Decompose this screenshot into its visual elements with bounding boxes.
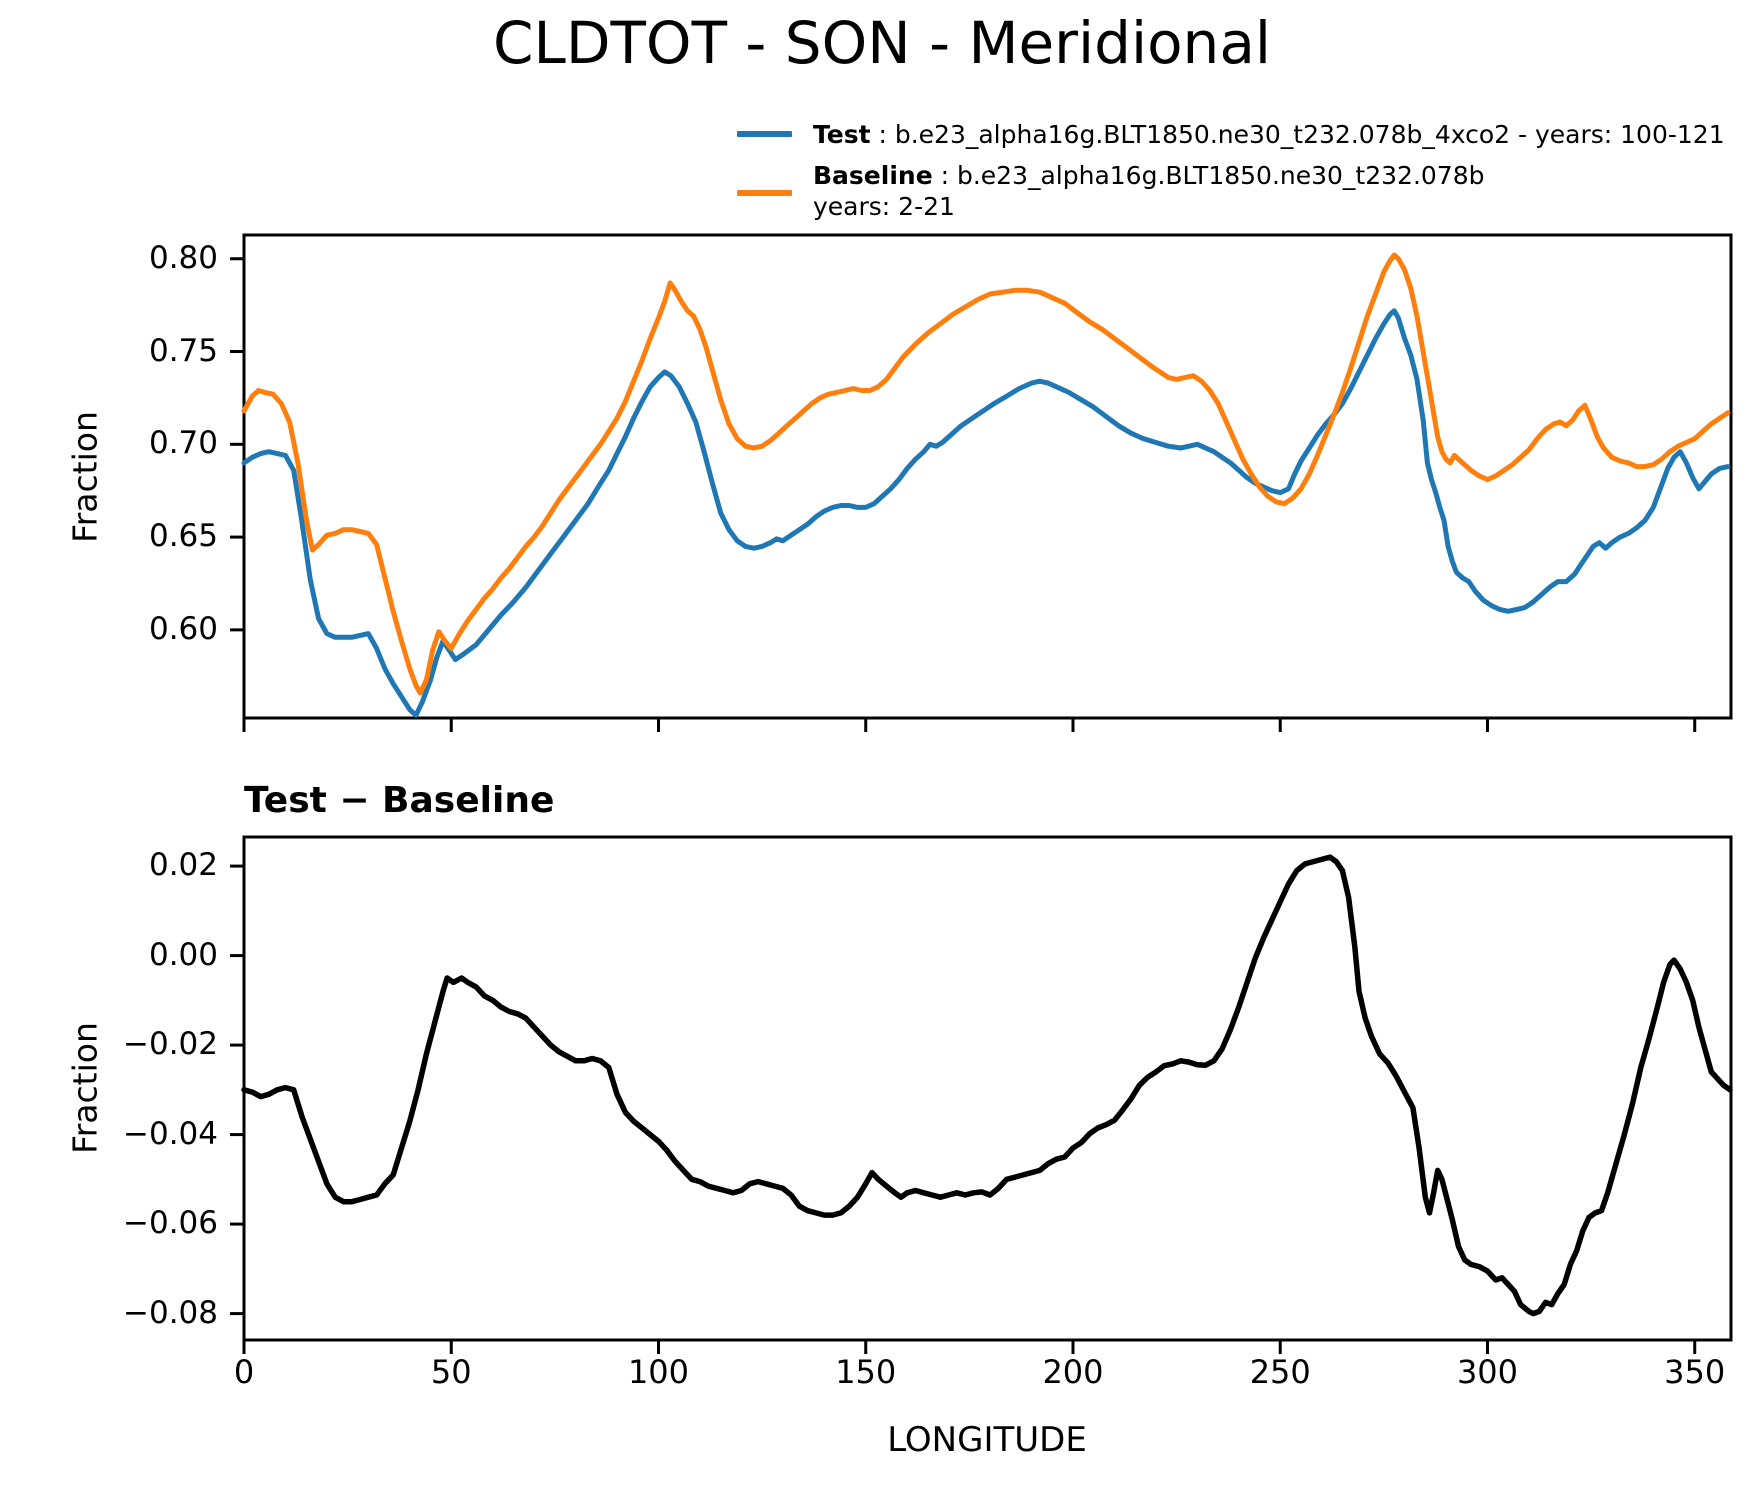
- x-tick-label: 300: [1456, 1353, 1519, 1391]
- y-tick-label: −0.02: [123, 1026, 218, 1063]
- legend-entry-test: Test : b.e23_alpha16g.BLT1850.ne30_t232.…: [813, 119, 1725, 150]
- y-tick-label: −0.08: [123, 1294, 218, 1331]
- legend-entry-baseline: Baseline : b.e23_alpha16g.BLT1850.ne30_t…: [813, 160, 1484, 222]
- y-tick-label: 0.80: [148, 239, 218, 276]
- y-tick-label: −0.06: [123, 1205, 218, 1242]
- legend-baseline-label: Baseline: [813, 161, 933, 190]
- x-tick-label: 150: [835, 1353, 897, 1391]
- series-line-test: [241, 308, 1731, 718]
- x-axis-label: LONGITUDE: [887, 1420, 1087, 1460]
- y-tick-label: 0.75: [148, 332, 218, 369]
- legend-baseline-desc: : b.e23_alpha16g.BLT1850.ne30_t232.078b: [932, 161, 1485, 190]
- x-tick-label: 0: [233, 1353, 255, 1391]
- y-tick-label: −0.04: [123, 1115, 218, 1152]
- legend-test-desc: : b.e23_alpha16g.BLT1850.ne30_t232.078b_…: [870, 120, 1725, 149]
- x-tick-label: 100: [627, 1353, 690, 1391]
- panel-top-spines: [242, 233, 1733, 720]
- legend-baseline-line-sample: [737, 190, 792, 196]
- legend-test-line-sample: [737, 131, 792, 137]
- y-tick-label: 0.02: [148, 847, 218, 884]
- x-tick-label: 200: [1042, 1353, 1104, 1391]
- legend-baseline-years: years: 2-21: [813, 192, 955, 221]
- panel-bottom-spines: [242, 835, 1733, 1342]
- series-line-baseline: [241, 252, 1731, 696]
- x-tick-label: 250: [1249, 1353, 1311, 1391]
- x-tick-label: 50: [430, 1353, 472, 1391]
- chart-title: CLDTOT - SON - Meridional: [493, 9, 1271, 77]
- legend-test-label: Test: [813, 120, 871, 149]
- diff-panel-title: Test − Baseline: [244, 780, 555, 821]
- y-tick-label: 0.65: [148, 518, 218, 555]
- y-tick-label: 0.00: [148, 936, 218, 973]
- x-tick-label: 350: [1664, 1353, 1726, 1391]
- y-tick-label: 0.70: [148, 425, 218, 462]
- y-tick-label: 0.60: [148, 610, 218, 647]
- series-line-diff: [241, 854, 1733, 1317]
